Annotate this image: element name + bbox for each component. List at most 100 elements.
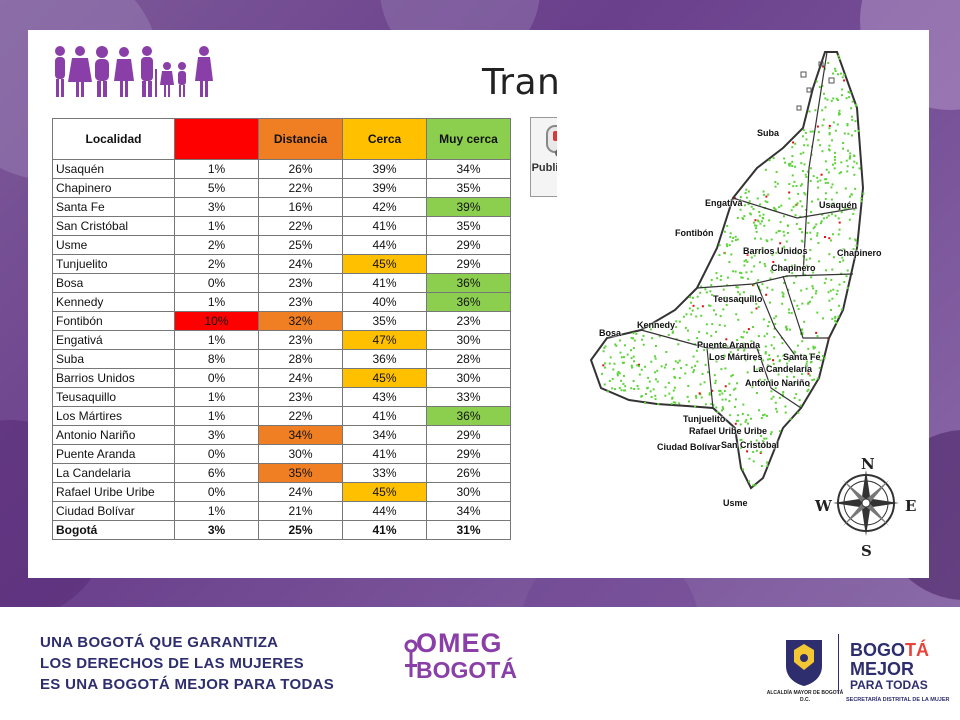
value-cell: 41% <box>342 444 427 464</box>
value-cell: 45% <box>342 254 427 274</box>
map-drawing <box>589 51 865 490</box>
compass-north: N <box>861 455 875 473</box>
footer-divider <box>838 634 839 694</box>
value-cell: 2% <box>174 254 259 274</box>
value-cell: 21% <box>258 501 343 521</box>
brand-bogo: BOGO <box>850 640 906 660</box>
compass-west: W <box>815 497 832 515</box>
value-cell: 24% <box>258 482 343 502</box>
bogota-crest-icon <box>786 640 822 686</box>
localidad-cell: Rafael Uribe Uribe <box>52 482 175 502</box>
localidad-cell: Kennedy <box>52 292 175 312</box>
map-label: Chapinero <box>771 263 816 273</box>
value-cell: 25% <box>258 235 343 255</box>
value-cell: 29% <box>426 444 511 464</box>
map-label: Chapinero <box>837 248 882 258</box>
value-cell: 45% <box>342 368 427 388</box>
value-cell: 36% <box>342 349 427 369</box>
value-cell: 28% <box>426 349 511 369</box>
value-cell: 23% <box>258 292 343 312</box>
map-label: San Cristóbal <box>721 440 780 450</box>
slogan-line-1: UNA BOGOTÁ QUE GARANTIZA <box>40 634 279 651</box>
localidad-cell: Engativá <box>52 330 175 350</box>
brand-mejor: MEJOR <box>850 659 915 679</box>
localidad-cell: Bogotá <box>52 520 175 540</box>
table-row: Puente Aranda 0% 30% 41% 29% <box>52 444 511 464</box>
value-cell: 36% <box>426 273 511 293</box>
value-cell: 34% <box>426 501 511 521</box>
map-label: Bosa <box>599 328 622 338</box>
table-row: Barrios Unidos 0% 24% 45% 30% <box>52 368 511 388</box>
compass-east: E <box>905 497 917 515</box>
map-label: Teusaquillo <box>713 294 763 304</box>
localidad-cell: Ciudad Bolívar <box>52 501 175 521</box>
map-label: Usme <box>723 498 748 508</box>
value-cell: 35% <box>342 311 427 331</box>
value-cell: 26% <box>426 463 511 483</box>
map-label: Puente Aranda <box>697 340 761 350</box>
table-row: Chapinero 5% 22% 39% 35% <box>52 178 511 198</box>
bogota-mejor-logo: BOGOTÁ MEJOR PARA TODAS <box>850 640 929 692</box>
localidad-cell: Suba <box>52 349 175 369</box>
table-row: Usaquén 1% 26% 39% 34% <box>52 159 511 179</box>
value-cell: 28% <box>258 349 343 369</box>
value-cell: 30% <box>258 444 343 464</box>
value-cell: 0% <box>174 368 259 388</box>
header-muy-cerca: Muy cerca <box>426 118 511 160</box>
value-cell: 8% <box>174 349 259 369</box>
value-cell: 33% <box>426 387 511 407</box>
value-cell: 24% <box>258 254 343 274</box>
value-cell: 45% <box>342 482 427 502</box>
value-cell: 0% <box>174 273 259 293</box>
value-cell: 26% <box>258 159 343 179</box>
value-cell: 3% <box>174 520 259 540</box>
table-row: Antonio Nariño 3% 34% 34% 29% <box>52 425 511 445</box>
value-cell: 23% <box>258 273 343 293</box>
value-cell: 23% <box>426 311 511 331</box>
compass-rose-icon <box>833 470 899 536</box>
value-cell: 3% <box>174 425 259 445</box>
value-cell: 47% <box>342 330 427 350</box>
value-cell: 32% <box>258 311 343 331</box>
value-cell: 31% <box>426 520 511 540</box>
omeg-logo: OMEG BOGOTÁ <box>404 628 517 690</box>
value-cell: 30% <box>426 330 511 350</box>
value-cell: 10% <box>174 311 259 331</box>
value-cell: 41% <box>342 520 427 540</box>
table-row: Los Mártires 1% 22% 41% 36% <box>52 406 511 426</box>
header-no-disponible: No está disponible <box>174 118 259 160</box>
transport-table: Localidad No está disponible Distancia C… <box>52 118 511 540</box>
value-cell: 41% <box>342 273 427 293</box>
value-cell: 41% <box>342 406 427 426</box>
value-cell: 1% <box>174 330 259 350</box>
slogan-line-2: LOS DERECHOS DE LAS MUJERES <box>40 655 304 672</box>
map-label: Ciudad Bolívar <box>657 442 721 452</box>
value-cell: 39% <box>342 159 427 179</box>
map-label: Antonio Nariño <box>745 378 810 388</box>
value-cell: 34% <box>258 425 343 445</box>
value-cell: 3% <box>174 197 259 217</box>
map-label: Los Mártires <box>709 352 763 362</box>
localidad-cell: Fontibón <box>52 311 175 331</box>
localidad-cell: San Cristóbal <box>52 216 175 236</box>
brand-ta: TÁ <box>905 640 930 660</box>
table-row: San Cristóbal 1% 22% 41% 35% <box>52 216 511 236</box>
value-cell: 1% <box>174 501 259 521</box>
value-cell: 35% <box>426 216 511 236</box>
value-cell: 29% <box>426 235 511 255</box>
localidad-cell: Tunjuelito <box>52 254 175 274</box>
value-cell: 1% <box>174 216 259 236</box>
value-cell: 30% <box>426 368 511 388</box>
table-header-row: Localidad No está disponible Distancia C… <box>52 118 511 160</box>
slogan: UNA BOGOTÁ QUE GARANTIZA LOS DERECHOS DE… <box>40 632 334 695</box>
localidad-cell: Antonio Nariño <box>52 425 175 445</box>
table-row: Santa Fe 3% 16% 42% 39% <box>52 197 511 217</box>
female-symbol-icon <box>404 639 418 677</box>
table-row: Teusaquillo 1% 23% 43% 33% <box>52 387 511 407</box>
localidad-cell: Barrios Unidos <box>52 368 175 388</box>
map-label: Engativá <box>705 198 743 208</box>
value-cell: 34% <box>342 425 427 445</box>
header-distancia: Distancia <box>258 118 343 160</box>
table-row: Bosa 0% 23% 41% 36% <box>52 273 511 293</box>
map-label: Rafael Uribe Uribe <box>689 426 768 436</box>
